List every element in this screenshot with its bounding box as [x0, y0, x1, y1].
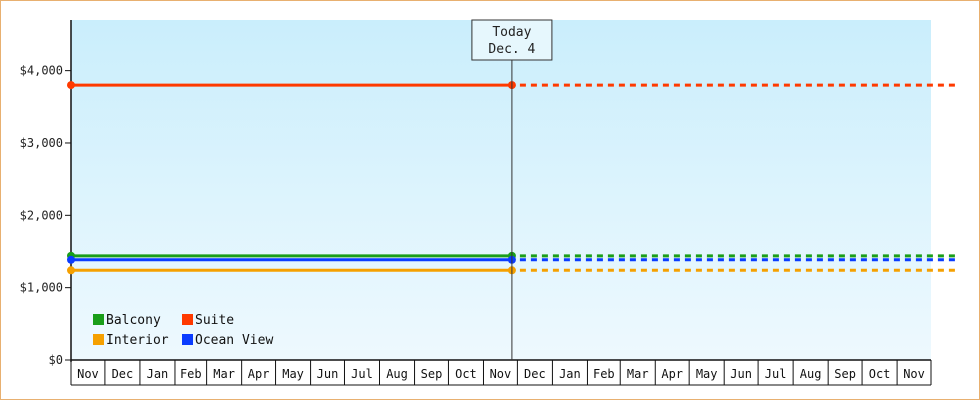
legend-item-interior: Interior — [93, 333, 169, 348]
legend-swatch — [182, 334, 193, 345]
today-date: Dec. 4 — [488, 42, 535, 57]
x-month-label: Nov — [903, 367, 925, 381]
y-tick-label: $0 — [49, 353, 63, 367]
y-axis: $0 $1,000 $2,000 $3,000 $4,000 — [20, 20, 72, 367]
y-tick-label: $2,000 — [20, 208, 63, 222]
x-month-label: May — [282, 367, 304, 381]
today-box — [471, 19, 553, 61]
legend-label: Interior — [106, 333, 169, 348]
series-ocean-view — [67, 255, 956, 264]
series-point — [67, 255, 75, 264]
x-month-label: Jul — [351, 367, 373, 381]
x-month-label: Dec — [112, 367, 134, 381]
series-point — [67, 266, 75, 275]
x-month-label: Oct — [869, 367, 891, 381]
x-month-label: Aug — [386, 367, 408, 381]
x-month-label: May — [696, 367, 718, 381]
legend-label: Balcony — [106, 313, 161, 328]
series-lines — [67, 81, 956, 275]
x-month-label: Nov — [77, 367, 99, 381]
x-month-label: Feb — [180, 367, 202, 381]
y-tick-label: $3,000 — [20, 136, 63, 150]
x-month-label: Aug — [800, 367, 822, 381]
x-month-label: Feb — [593, 367, 615, 381]
today-label: Today — [492, 25, 531, 40]
legend-swatch — [182, 314, 193, 325]
x-month-label: Jan — [147, 367, 169, 381]
x-month-label: Oct — [455, 367, 477, 381]
x-month-label: Dec — [524, 367, 546, 381]
x-month-label: Mar — [213, 367, 235, 381]
x-month-label: Jan — [559, 367, 581, 381]
legend-item-balcony: Balcony — [93, 313, 161, 328]
series-suite — [67, 81, 956, 90]
legend-label: Ocean View — [195, 333, 273, 348]
x-axis: Nov Dec Jan Feb Mar Apr May Jun Jul Aug Sep Oct Nov D… — [70, 359, 932, 386]
legend-swatch — [93, 334, 104, 345]
y-tick-label: $4,000 — [20, 64, 63, 78]
x-month-label: Jul — [765, 367, 787, 381]
legend-item-ocean-view: Ocean View — [182, 333, 273, 348]
x-month-label: Jun — [730, 367, 752, 381]
series-point — [67, 81, 75, 90]
legend: Balcony Suite Interior Ocean View — [93, 313, 273, 348]
today-marker: Today Dec. 4 — [471, 19, 553, 360]
x-month-label: Mar — [627, 367, 649, 381]
x-month-label: Apr — [248, 367, 270, 381]
legend-item-suite: Suite — [182, 313, 234, 328]
y-tick-label: $1,000 — [20, 281, 63, 295]
x-month-label: Apr — [661, 367, 683, 381]
x-month-label: Jun — [317, 367, 339, 381]
legend-label: Suite — [195, 313, 234, 328]
x-month-label: Sep — [834, 367, 856, 381]
legend-swatch — [93, 314, 104, 325]
x-month-label: Sep — [421, 367, 443, 381]
plot-area — [71, 20, 931, 360]
x-month-label: Nov — [490, 367, 512, 381]
